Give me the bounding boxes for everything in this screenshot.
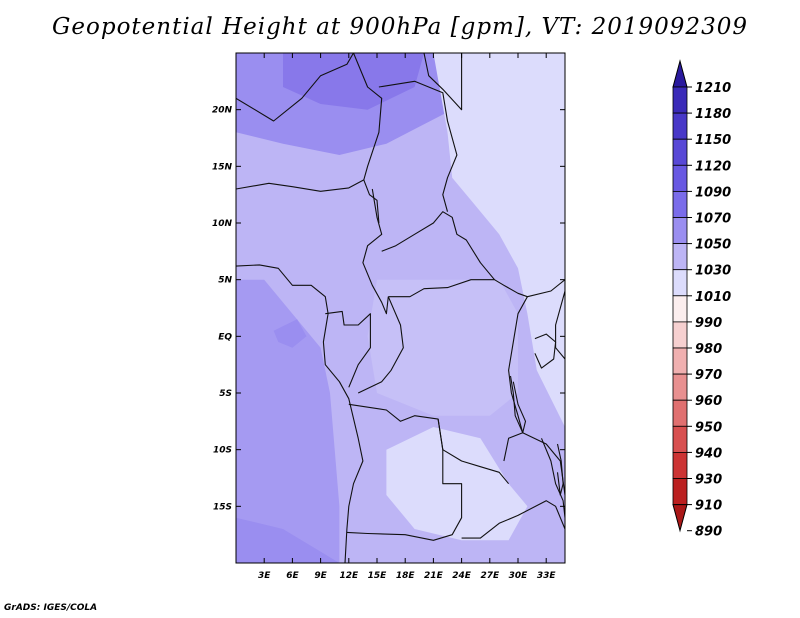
border-chad-cameroon	[362, 188, 389, 315]
colorbar-swatch	[672, 269, 688, 297]
lat-tick-label: 10S	[213, 446, 232, 456]
colorbar-label: 910	[695, 499, 722, 514]
footer-credit: GrADS: IGES/COLA	[4, 603, 98, 613]
country-borders	[236, 53, 565, 563]
lat-tick-label: 20N	[212, 106, 233, 116]
colorbar-label: 940	[695, 446, 722, 461]
lat-tick-label: EQ	[218, 332, 232, 342]
colorbar-swatch	[672, 86, 688, 114]
southwest-ocean-region	[236, 279, 340, 563]
colorbar-swatch	[672, 425, 688, 453]
lon-tick-label: 3E	[258, 571, 271, 581]
colorbar-label: 1030	[695, 264, 731, 279]
lat-tick-label: 5N	[218, 276, 232, 286]
colorbar-swatch	[672, 295, 688, 323]
contour-regions	[236, 53, 565, 563]
border-east-africa	[527, 279, 565, 360]
colorbar-label: 890	[695, 525, 722, 540]
colorbar-label: 960	[695, 394, 722, 409]
colorbar-swatch	[672, 243, 688, 271]
border-drc-east	[503, 296, 528, 462]
colorbar-label: 980	[695, 342, 722, 357]
colorbar-label: 930	[695, 473, 722, 488]
border-car-north	[381, 211, 495, 281]
far-southwest-low-region	[236, 517, 340, 563]
colorbar-swatch	[672, 347, 688, 375]
colorbar-label: 1120	[695, 159, 731, 174]
border-chad-east	[378, 80, 458, 212]
longitude-axis: 3E 6E 9E 12E 15E 18E 21E 24E 27E 30E 33E	[258, 53, 556, 581]
lon-tick-label: 27E	[480, 571, 500, 581]
border-car-south	[388, 279, 528, 298]
central-basin-region	[367, 279, 518, 416]
border-nigeria-north	[236, 179, 380, 224]
lake-victoria	[534, 333, 557, 369]
lake-malawi	[556, 443, 564, 496]
lon-tick-label: 30E	[509, 571, 529, 581]
lon-tick-label: 21E	[424, 571, 444, 581]
lat-tick-label: 15N	[212, 162, 233, 172]
lon-tick-label: 15E	[368, 571, 388, 581]
northwest-peak-region	[283, 53, 424, 110]
colorbar-label: 1180	[695, 107, 731, 122]
colorbar-swatch	[672, 190, 688, 218]
colorbar-label: 950	[695, 420, 722, 435]
colorbar-top-triangle	[672, 59, 688, 88]
colorbar-label: 1070	[695, 212, 731, 227]
lat-tick-label: 5S	[219, 389, 232, 399]
colorbar-swatch	[672, 138, 688, 166]
colorbar-swatch	[672, 164, 688, 192]
lon-tick-label: 9E	[314, 571, 327, 581]
border-angola-zambia	[346, 419, 463, 541]
colorbar-swatch	[672, 373, 688, 401]
gulf-low-region	[273, 319, 307, 348]
map-area	[236, 53, 565, 563]
border-niger-chad	[352, 53, 383, 181]
lon-tick-label: 18E	[396, 571, 416, 581]
colorbar-label: 1150	[695, 133, 731, 148]
colorbar-label: 1210	[695, 81, 731, 96]
colorbar-swatch	[672, 321, 688, 349]
colorbar-bottom-triangle	[672, 504, 688, 533]
lon-tick-label: 24E	[452, 571, 472, 581]
border-niger-algeria	[236, 53, 354, 122]
colorbar: 1210 1180 1150 1120 1090 1070 1050 1030 1010 990 9…	[672, 59, 731, 540]
colorbar-swatch	[672, 451, 688, 479]
colorbar-label: 1090	[695, 185, 731, 200]
map-title: Geopotential Height at 900hPa [gpm], VT:…	[52, 14, 748, 40]
colorbar-label: 970	[695, 368, 722, 383]
east-plateau-region	[433, 53, 565, 427]
border-gabon-congo	[325, 310, 371, 388]
lat-tick-label: 10N	[212, 219, 233, 229]
map-frame	[235, 52, 566, 564]
colorbar-label: 990	[695, 316, 722, 331]
colorbar-swatch	[672, 399, 688, 427]
border-zambia-south	[461, 500, 565, 539]
border-congo-drc	[357, 296, 404, 394]
lon-tick-label: 6E	[286, 571, 299, 581]
latitude-axis: 20N 15N 10N 5N EQ 5S 10S 15S	[212, 106, 565, 512]
coastline-west	[236, 264, 364, 563]
lon-tick-label: 33E	[537, 571, 557, 581]
colorbar-label: 1010	[695, 290, 731, 305]
colorbar-label: 1050	[695, 238, 731, 253]
lake-tanganyika	[509, 375, 527, 434]
lat-tick-label: 15S	[213, 502, 232, 512]
colorbar-swatch	[672, 217, 688, 245]
colorbar-swatch	[672, 478, 688, 506]
colorbar-swatch	[672, 112, 688, 140]
border-sudan-libya	[423, 53, 463, 111]
lon-tick-label: 12E	[339, 571, 359, 581]
